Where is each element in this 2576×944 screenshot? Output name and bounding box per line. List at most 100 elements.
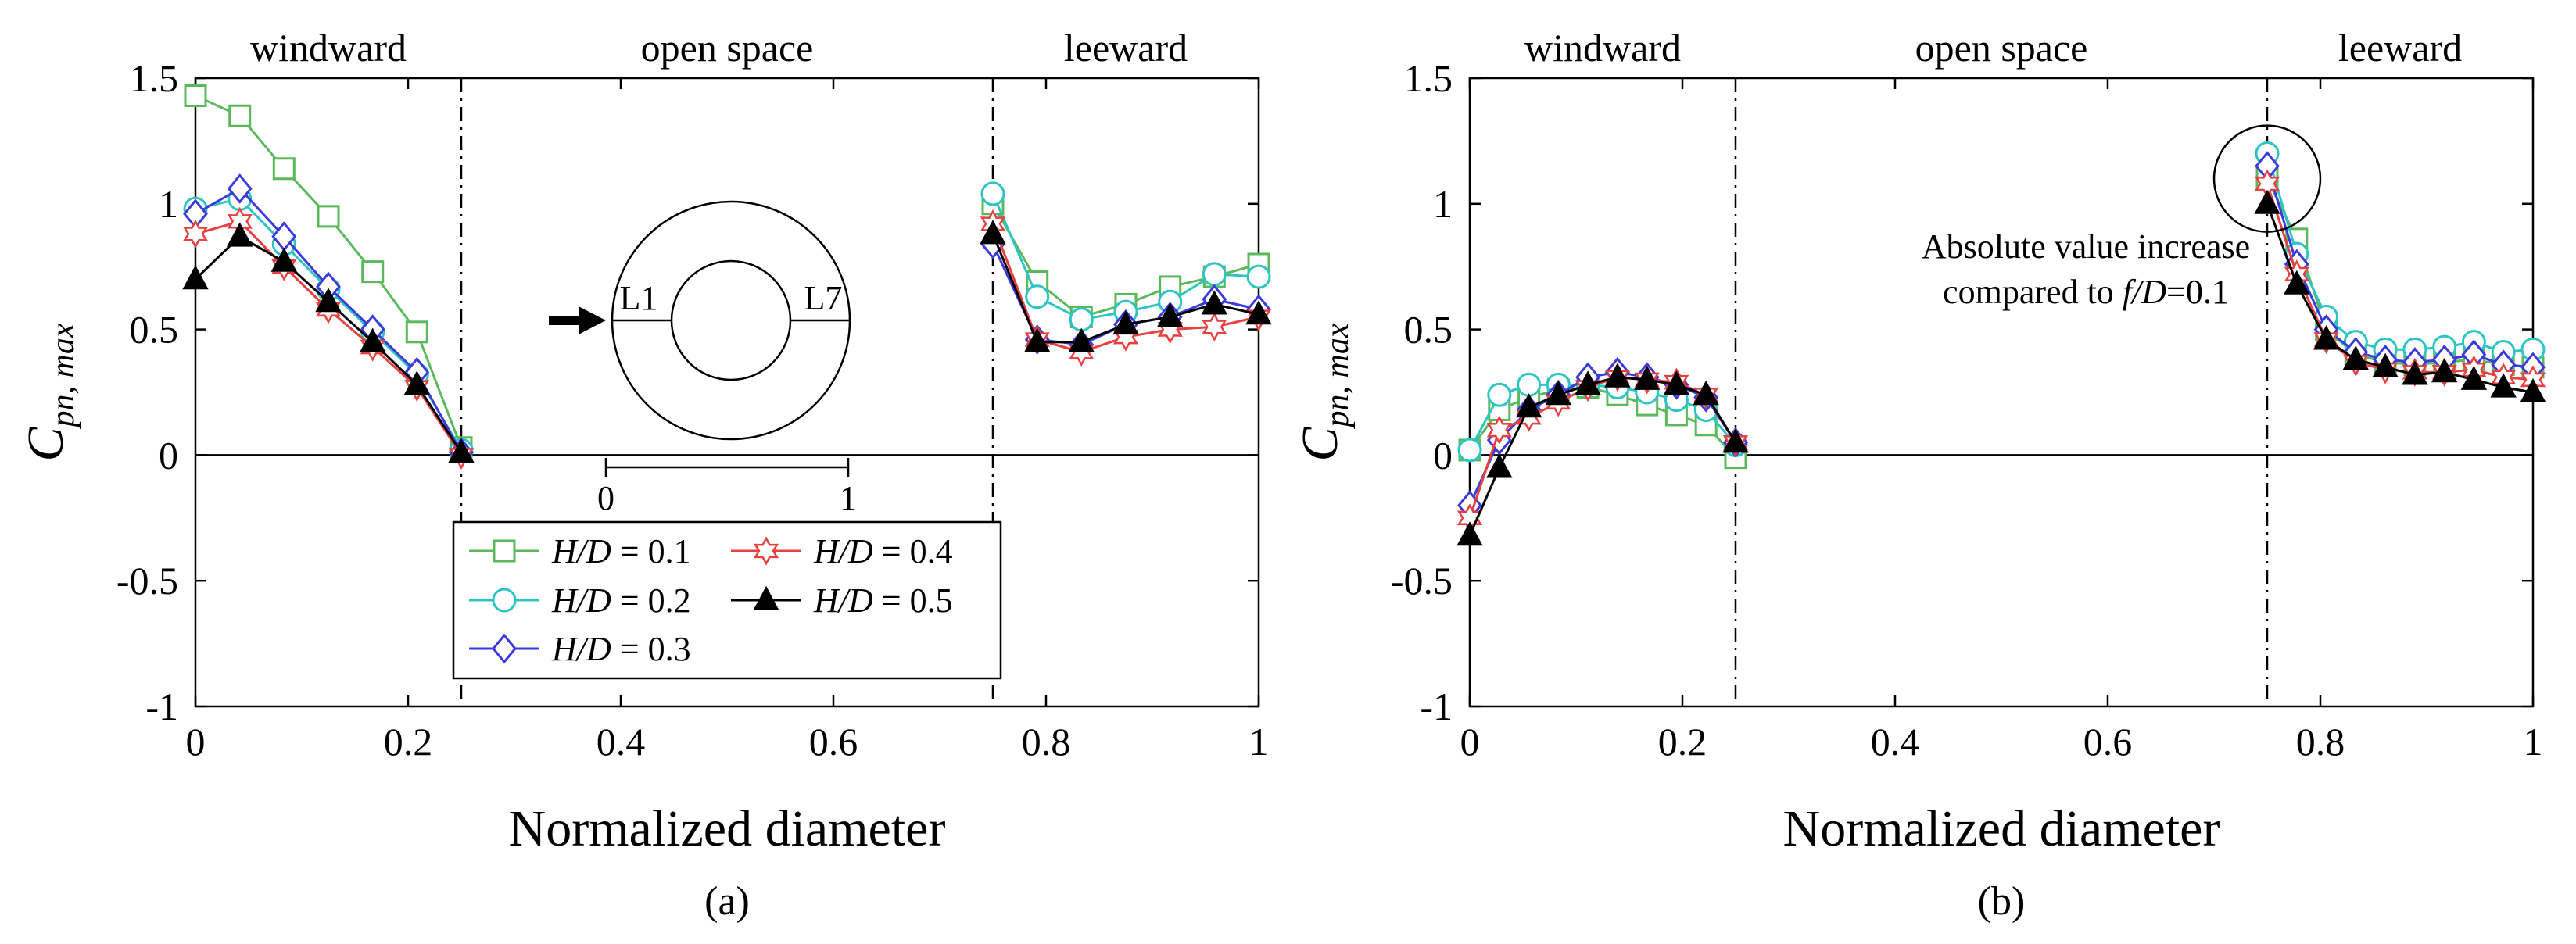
- legend-var: H/D: [551, 532, 611, 570]
- data-point: [1515, 393, 1542, 418]
- data-point: [1486, 415, 1512, 445]
- x-tick-label: 1: [1249, 720, 1269, 763]
- data-point: [1202, 312, 1227, 341]
- annotation-group: Absolute value increase compared to f/D=0…: [1922, 124, 2322, 311]
- data-point: [1604, 363, 1631, 388]
- data-point: [182, 265, 209, 290]
- legend-entry: H/D = 0.1: [469, 532, 691, 570]
- panel-label: (b): [1978, 879, 2026, 924]
- series-line: [2266, 177, 2534, 369]
- legend-label: H/D = 0.2: [551, 581, 691, 620]
- x-axis-label: Normalized diameter: [1783, 800, 2220, 857]
- y-tick-label: 0: [1433, 433, 1453, 477]
- data-point: [2313, 325, 2340, 350]
- data-point: [2254, 189, 2280, 214]
- x-tick-label: 0.6: [2083, 720, 2133, 763]
- y-axis-label: Cpn, max: [1292, 323, 1356, 461]
- data-point: [1517, 372, 1542, 397]
- annotation-var: f/D: [2123, 273, 2166, 311]
- inner-ring: [670, 259, 792, 381]
- series-square: [1458, 167, 2545, 470]
- data-point: [448, 438, 475, 463]
- inset-label-l1: L1: [620, 279, 658, 317]
- data-point: [1025, 284, 1050, 309]
- highlight-circle: [2212, 124, 2322, 233]
- plot-frame: [194, 77, 1260, 708]
- data-point: [1693, 381, 1719, 406]
- legend-label: H/D = 0.5: [813, 581, 953, 620]
- y-tick-label: -0.5: [116, 559, 178, 603]
- legend-var: H/D: [551, 581, 611, 620]
- plot-frame: [1468, 77, 2535, 708]
- series-line: [2266, 166, 2534, 369]
- data-point: [2460, 365, 2488, 390]
- scale-label-1: 1: [840, 479, 857, 517]
- chart-panel-a: windward open space leeward 0 0.2 0.4 0.6 0.8 1 -…: [17, 26, 1272, 924]
- data-point: [2284, 270, 2310, 295]
- legend-marker: [492, 588, 517, 613]
- data-point: [1487, 382, 1512, 407]
- x-tick-label: 0: [186, 720, 206, 763]
- y-tick-label: -1: [1420, 685, 1453, 728]
- legend-marker: [753, 585, 779, 610]
- annotation-line-1: Absolute value increase: [1922, 227, 2250, 266]
- data-point: [1545, 381, 1571, 406]
- legend-var: H/D: [813, 532, 873, 570]
- legend-entry: H/D = 0.2: [469, 581, 691, 620]
- data-point: [2372, 352, 2399, 377]
- region-label-windward: windward: [250, 26, 407, 70]
- annotation-suffix: =0.1: [2166, 273, 2229, 311]
- legend-marker: [492, 633, 517, 664]
- data-point: [182, 219, 209, 249]
- legend-box: [452, 520, 1002, 680]
- y-tick-label: 0.5: [130, 308, 179, 352]
- wind-arrow-head: [579, 306, 606, 334]
- legend-var: H/D: [551, 630, 611, 668]
- scale-label-0: 0: [597, 479, 614, 517]
- annotation-prefix: compared to: [1943, 273, 2123, 311]
- data-point: [1246, 264, 1271, 289]
- series-triangle: [1456, 189, 2546, 546]
- y-axis-label-base: C: [17, 427, 74, 462]
- data-point: [2520, 377, 2546, 402]
- x-tick-label: 0.6: [809, 720, 858, 763]
- y-tick-label: 1: [159, 182, 178, 226]
- inset-schematic: L1 L7 0 1: [549, 200, 857, 517]
- inset-label-l7: L7: [804, 279, 843, 317]
- series-line: [1468, 376, 1737, 536]
- data-point: [1722, 428, 1749, 453]
- annotation-line-2: compared to f/D=0.1: [1943, 273, 2229, 311]
- data-point: [227, 222, 253, 247]
- y-tick-label: -1: [145, 685, 178, 728]
- data-point: [184, 84, 207, 108]
- data-point: [1663, 370, 1690, 395]
- data-point: [1112, 310, 1139, 335]
- x-tick-label: 1: [2524, 720, 2543, 763]
- legend-entry: H/D = 0.5: [731, 581, 953, 620]
- data-point: [2402, 360, 2428, 385]
- region-label-leeward: leeward: [2338, 26, 2462, 70]
- data-point: [1069, 307, 1094, 332]
- data-point: [228, 104, 252, 127]
- legend: H/D = 0.1H/D = 0.2H/D = 0.3H/D = 0.4H/D …: [452, 520, 1002, 680]
- data-point: [2490, 373, 2517, 398]
- legend-value: = 0.4: [873, 532, 953, 570]
- y-tick-label: 0.5: [1404, 308, 1453, 352]
- y-axis-label: Cpn, max: [17, 323, 81, 461]
- data-point: [1201, 290, 1227, 315]
- data-point: [980, 220, 1006, 245]
- x-tick-label: 0.2: [384, 720, 433, 763]
- data-point: [1024, 327, 1051, 352]
- y-tick-label: -0.5: [1391, 559, 1453, 603]
- data-point: [315, 288, 342, 313]
- legend-value: = 0.3: [611, 630, 691, 668]
- x-tick-label: 0.8: [2296, 720, 2345, 763]
- data-point: [405, 320, 428, 344]
- series-line: [1468, 386, 1737, 459]
- y-tick-label: 1.5: [130, 56, 179, 100]
- legend-label: H/D = 0.1: [551, 532, 691, 570]
- x-tick-label: 0.4: [597, 720, 646, 763]
- x-tick-label: 0.4: [1871, 720, 1920, 763]
- data-point: [1157, 302, 1184, 327]
- legend-var: H/D: [813, 581, 873, 620]
